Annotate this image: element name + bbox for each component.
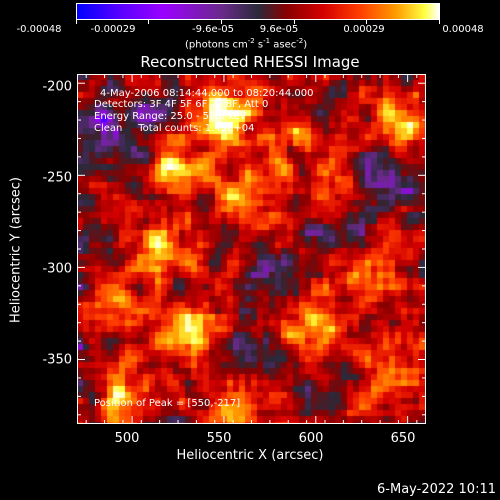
- colorbar-tick-label: 0.00048: [442, 24, 484, 35]
- colorbar: [76, 3, 440, 20]
- colorbar-tick: [366, 19, 367, 24]
- y-tick-label: -200: [42, 79, 72, 95]
- footer-timestamp: 6-May-2022 10:11: [377, 482, 496, 497]
- energy-range-annotation: Energy Range: 25.0 - 50.0 keV: [94, 111, 247, 122]
- plot-title: Reconstructed RHESSI Image: [140, 53, 360, 71]
- x-axis-label: Heliocentric X (arcsec): [176, 448, 324, 463]
- y-tick-label: -300: [42, 261, 72, 277]
- colorbar-tick-label: 9.6e-05: [259, 24, 299, 35]
- colorbar-tick-label: -0.00029: [90, 24, 136, 35]
- colorbar-tick-label: -9.6e-05: [192, 24, 234, 35]
- x-tick-label: 550: [206, 431, 232, 446]
- colorbar-tick: [76, 19, 77, 24]
- x-tick-label: 600: [298, 431, 324, 446]
- x-tick-label: 500: [114, 431, 140, 446]
- colorbar-tick: [148, 19, 149, 24]
- y-axis-label: Heliocentric Y (arcsec): [8, 177, 24, 323]
- heatmap-image: [77, 74, 426, 424]
- time-range-annotation: 4-May-2006 08:14:44.000 to 08:20:44.000: [100, 88, 314, 99]
- heatmap-area: [77, 74, 426, 424]
- peak-position-annotation: Position of Peak = [550,-217]: [94, 398, 241, 409]
- colorbar-tick-label: 0.00029: [343, 24, 385, 35]
- colorbar-tick: [294, 19, 295, 24]
- y-tick-label: -350: [42, 352, 72, 368]
- colorbar-unit-label: (photons cm-2 s-1 asec-2): [185, 37, 308, 51]
- detectors-annotation: Detectors: 3F 4F 5F 6F 7F 8F, Att 0: [94, 99, 269, 110]
- counts-annotation: Clean Total counts: 1.43E+04: [94, 123, 255, 134]
- y-tick-label: -250: [42, 170, 72, 186]
- colorbar-tick: [221, 19, 222, 24]
- colorbar-tick: [439, 19, 440, 24]
- colorbar-tick-label: -0.00048: [16, 24, 62, 35]
- x-tick-label: 650: [390, 431, 416, 446]
